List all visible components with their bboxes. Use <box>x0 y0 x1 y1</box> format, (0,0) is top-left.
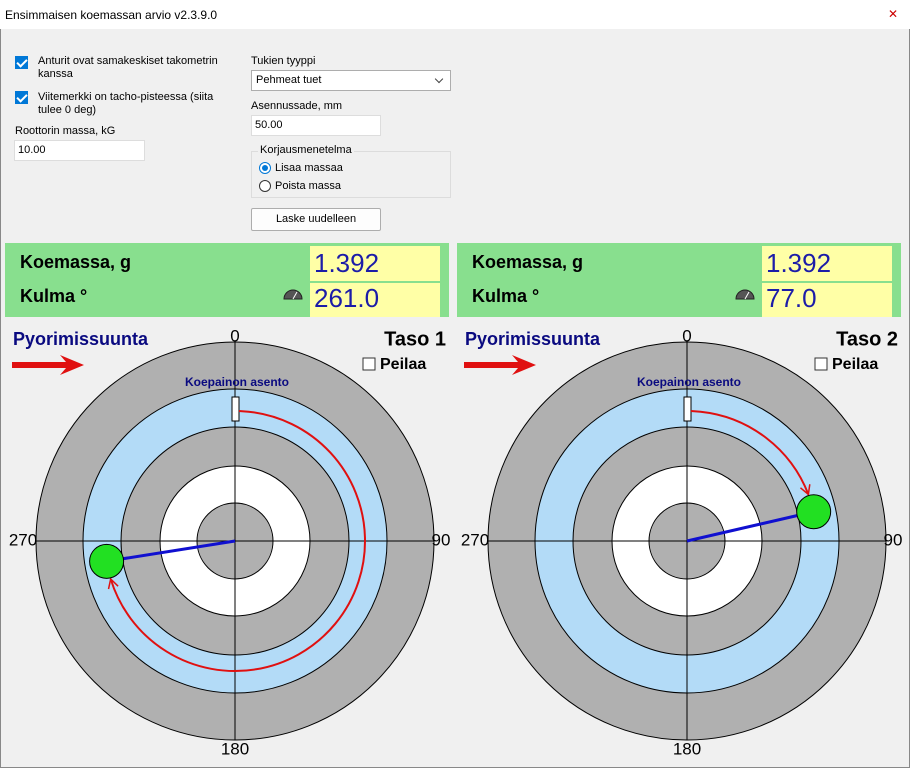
text-input[interactable]: 50.00 <box>251 115 381 136</box>
angle-tick-label: 180 <box>221 739 249 758</box>
angle-tick-label: 270 <box>461 530 489 549</box>
plane-title: Taso 2 <box>836 328 898 350</box>
checkbox[interactable] <box>15 56 28 69</box>
close-button[interactable]: ✕ <box>887 7 899 21</box>
mirror-label: Peilaa <box>832 356 878 373</box>
angle-tick-label: 0 <box>230 326 239 345</box>
group-caption: Korjausmenetelma <box>258 144 354 156</box>
angle-tick-label: 90 <box>432 530 451 549</box>
value-box <box>762 283 892 317</box>
correction-mass <box>89 543 125 579</box>
angle-value: 261.0 <box>314 283 379 313</box>
plane: Koemassa, g Kulma ° 1.392 261.0 Pyorimissuun… <box>5 243 450 758</box>
value-box <box>310 246 440 281</box>
direction-label: Pyorimissuunta <box>465 329 601 349</box>
rotation-arc <box>109 410 366 672</box>
checkbox[interactable] <box>15 91 28 104</box>
checkbox-label: Anturit ovat samakeskiset takometrin kan… <box>38 55 218 80</box>
mass-value: 1.392 <box>314 248 379 278</box>
mass-label: Koemassa, g <box>20 252 131 272</box>
angle-vector <box>686 510 815 543</box>
radio-label: Lisaa massaa <box>275 162 343 174</box>
recalc-button[interactable]: Laske uudelleen <box>251 208 381 231</box>
direction-label: Pyorimissuunta <box>13 329 149 349</box>
arc-arrowhead <box>799 484 811 496</box>
group-box: Korjausmenetelma <box>251 144 451 198</box>
rotation-arc <box>690 410 810 495</box>
marker-label: Koepainon asento <box>637 375 741 389</box>
protractor-icon <box>283 289 303 300</box>
value-box <box>762 246 892 281</box>
mirror-label: Peilaa <box>380 356 426 373</box>
radio-button[interactable] <box>259 180 271 192</box>
window-title: Ensimmaisen koemassan arvio v2.3.9.0 <box>5 8 218 22</box>
checkbox-label: Viitemerkki on tacho-pisteessa (siita tu… <box>38 91 214 116</box>
field-label: Tukien tyyppi <box>251 55 316 67</box>
radio-button[interactable] <box>259 162 271 174</box>
angle-label: Kulma ° <box>472 286 539 306</box>
arc-arrowhead <box>107 577 119 590</box>
plane-title: Taso 1 <box>384 328 446 350</box>
direction-arrow <box>464 355 536 375</box>
angle-tick-label: 180 <box>673 739 701 758</box>
field-label: Asennussade, mm <box>251 100 343 112</box>
angle-tick-label: 0 <box>682 326 691 345</box>
mirror-checkbox[interactable] <box>362 357 376 371</box>
plane: Koemassa, g Kulma ° 1.392 77.0 Pyorimissuunt… <box>457 243 902 758</box>
correction-mass <box>796 494 832 530</box>
mirror-checkbox[interactable] <box>814 357 828 371</box>
angle-tick-label: 270 <box>9 530 37 549</box>
trial-weight-marker <box>683 396 692 422</box>
angle-value: 77.0 <box>766 283 817 313</box>
radio-label: Poista massa <box>275 180 342 192</box>
angle-label: Kulma ° <box>20 286 87 306</box>
angle-tick-label: 90 <box>884 530 903 549</box>
value-box <box>310 283 440 317</box>
dropdown[interactable]: Pehmeat tuet <box>251 70 451 91</box>
protractor-needle <box>292 291 298 300</box>
mass-label: Koemassa, g <box>472 252 583 272</box>
direction-arrow <box>12 355 84 375</box>
field-label: Roottorin massa, kG <box>15 125 116 137</box>
angle-vector <box>106 539 236 563</box>
text-input[interactable]: 10.00 <box>14 140 145 161</box>
trial-weight-marker <box>231 396 240 422</box>
protractor-icon <box>735 289 755 300</box>
protractor-needle <box>744 291 750 300</box>
marker-label: Koepainon asento <box>185 375 289 389</box>
planes: Koemassa, g Kulma ° 1.392 261.0 Pyorimissuun… <box>5 243 902 758</box>
title-bar: Ensimmaisen koemassan arvio v2.3.9.0 ✕ <box>0 0 910 29</box>
mass-value: 1.392 <box>766 248 831 278</box>
